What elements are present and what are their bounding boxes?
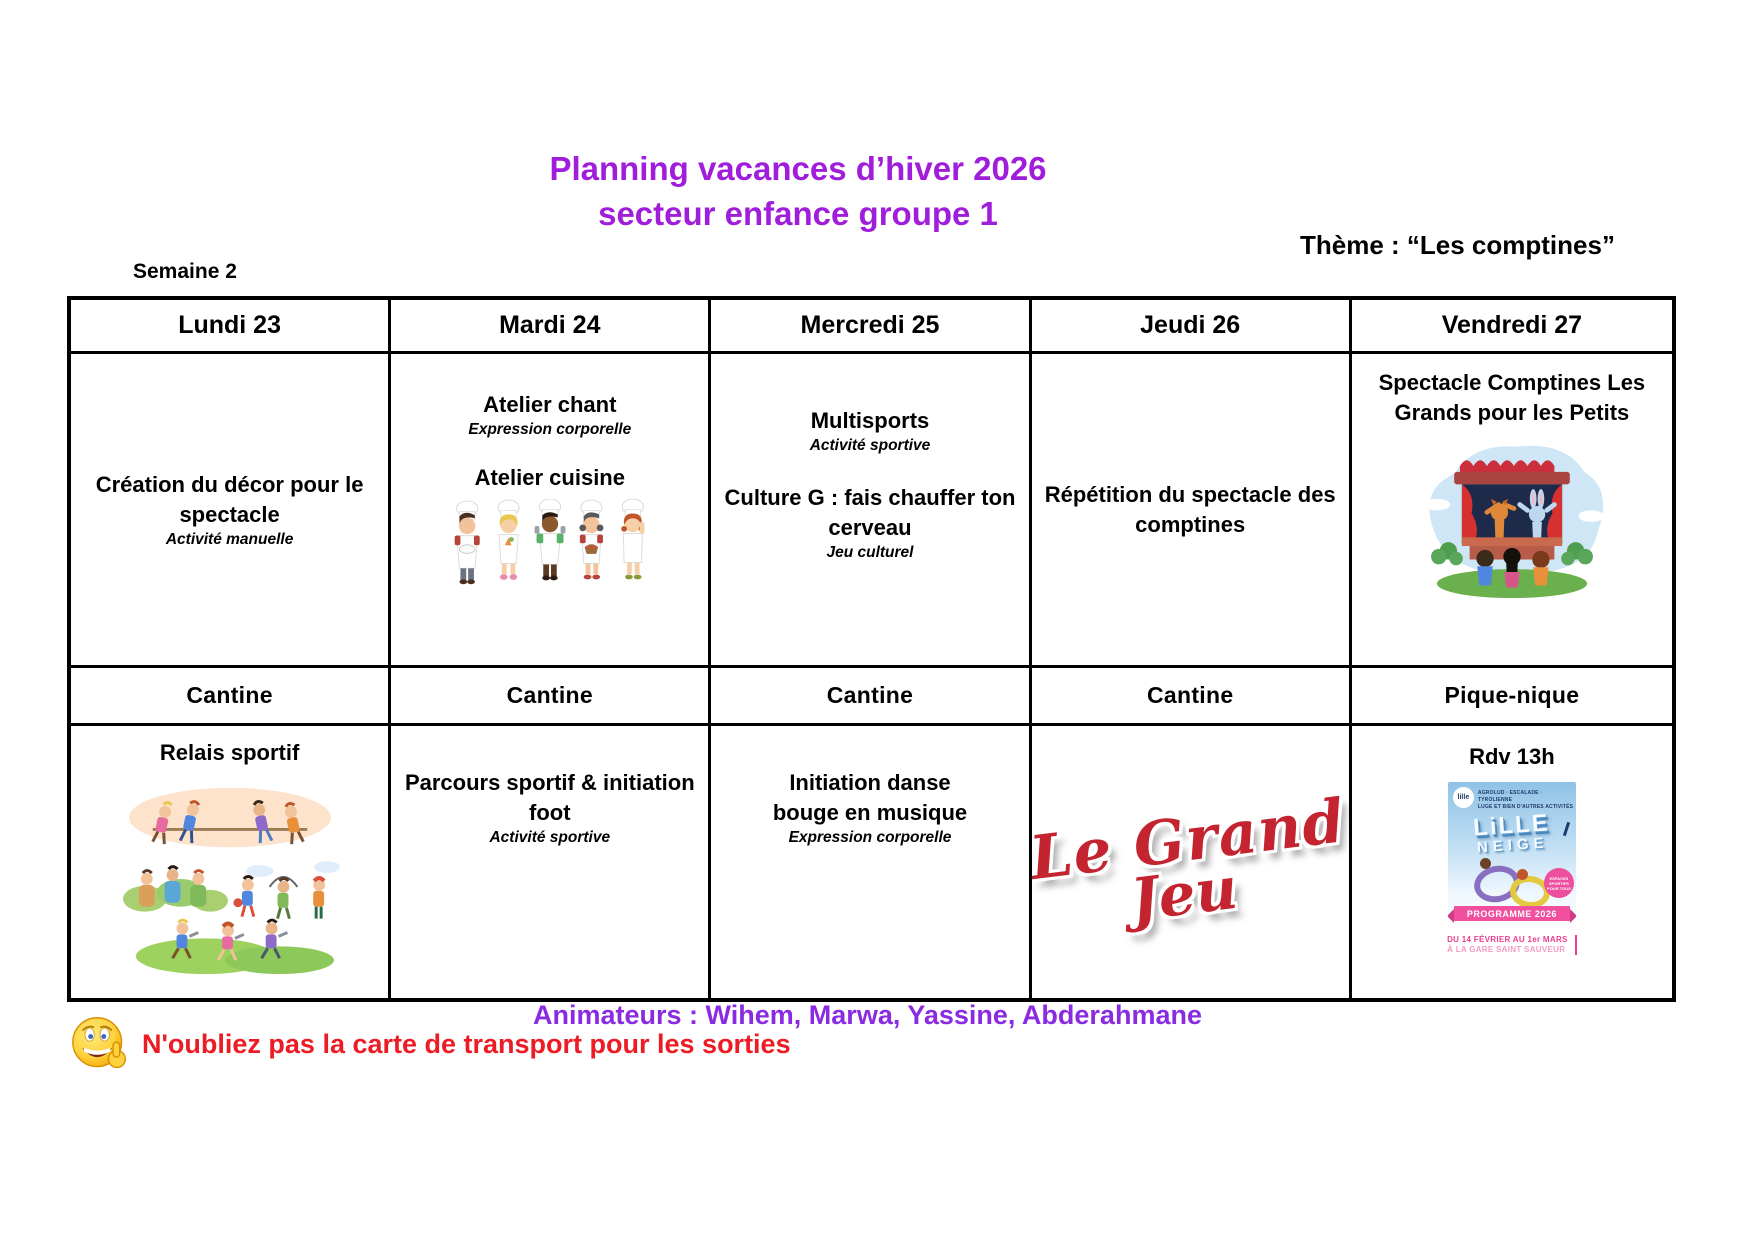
- theme-label: Thème : “Les comptines”: [1300, 230, 1615, 260]
- kids-games-illustration: [122, 787, 340, 975]
- cell-tuesday-morning: Atelier chant Expression corporelle Atel…: [391, 354, 712, 668]
- cell-monday-morning: Création du décor pour le spectacle Acti…: [71, 354, 392, 668]
- page-title: Planning vacances d’hiver 2026 secteur e…: [98, 146, 1498, 236]
- activity-tag: Activité sportive: [809, 437, 931, 454]
- le-grand-jeu-logo: Le Grand Jeu: [1032, 786, 1349, 934]
- tubing-kid-1: [1479, 858, 1491, 869]
- animators-line: Animateurs : Wihem, Marwa, Yassine, Abde…: [533, 1000, 1202, 1030]
- poster-dates: DU 14 FÉVRIER AU 1er MARS À LA GARE SAIN…: [1447, 935, 1577, 955]
- page-title-line2: secteur enfance groupe 1: [598, 195, 998, 232]
- activity-title: bouge en musique: [772, 799, 968, 825]
- activity-title: Spectacle Comptines Les: [1378, 370, 1646, 395]
- transport-reminder: N'oubliez pas la carte de transport pour…: [70, 1014, 791, 1074]
- poster-tagline-2: LUGE ET BIEN D'AUTRES ACTIVITÉS: [1477, 804, 1574, 810]
- activity-title: Grands pour les Petits: [1394, 400, 1630, 425]
- tubing-kid-2: [1516, 869, 1528, 880]
- cell-wednesday-afternoon: Initiation danse bouge en musique Expres…: [711, 726, 1032, 998]
- activity-title: Relais sportif: [159, 740, 300, 765]
- smiley-thumbs-up-icon: [72, 1017, 127, 1069]
- cell-thursday-morning: Répétition du spectacle des comptines: [1031, 354, 1352, 668]
- activity-title: Multisports: [810, 408, 930, 433]
- poster-badge-line2: SPORTIFS: [1548, 880, 1569, 886]
- poster-badge-line3: POUR TOUS: [1547, 885, 1571, 891]
- activity-tag: Activité sportive: [489, 828, 611, 846]
- cell-thursday-afternoon: Le Grand Jeu: [1031, 726, 1352, 998]
- cell-wednesday-morning: Multisports Activité sportive Culture G …: [711, 354, 1032, 668]
- lunch-friday: Pique-nique: [1351, 668, 1672, 726]
- schedule-table: Lundi 23 Mardi 24 Mercredi 25 Jeudi 26 V…: [67, 296, 1676, 1002]
- activity-title: Culture G : fais chauffer ton: [724, 485, 1016, 510]
- header-thursday: Jeudi 26: [1031, 300, 1352, 354]
- activity-title: Répétition du spectacle des: [1044, 481, 1336, 507]
- poster-badge-line1: ESPACES: [1549, 875, 1569, 881]
- kid-chefs-illustration: [454, 499, 645, 585]
- activity-title: comptines: [1135, 511, 1246, 537]
- header-tuesday: Mardi 24: [391, 300, 712, 354]
- poster-badge: ESPACES SPORTIFS POUR TOUS: [1543, 868, 1574, 898]
- page-title-line1: Planning vacances d’hiver 2026: [549, 150, 1047, 187]
- week-label: Semaine 2: [133, 260, 237, 283]
- header-monday: Lundi 23: [71, 300, 392, 354]
- poster-taglines: AGROLUD · ESCALADE · TYROLIENNE LUGE ET …: [1478, 790, 1576, 811]
- activity-title: Initiation danse: [789, 769, 951, 795]
- activity-title: Atelier chant: [483, 392, 617, 417]
- header-friday: Vendredi 27: [1351, 300, 1672, 354]
- cell-friday-morning: Spectacle Comptines Les Grands pour les …: [1351, 354, 1672, 668]
- lille-logo: lille: [1452, 787, 1474, 808]
- poster-title: LiLLE NEIGE: [1448, 809, 1576, 859]
- activity-title: cerveau: [828, 515, 912, 540]
- activity-title: Rdv 13h: [1469, 744, 1555, 769]
- activity-tag: Activité manuelle: [165, 531, 294, 548]
- activity-title: Parcours sportif & initiation: [404, 769, 695, 795]
- cell-monday-afternoon: Relais sportif: [71, 726, 392, 998]
- lunch-thursday: Cantine: [1031, 668, 1352, 726]
- puppet-show-illustration: [1423, 445, 1604, 599]
- lunch-tuesday: Cantine: [391, 668, 712, 726]
- lille-neige-poster: lille AGROLUD · ESCALADE · TYROLIENNE LU…: [1447, 782, 1576, 930]
- poster-ribbon: PROGRAMME 2026: [1447, 906, 1576, 923]
- cell-tuesday-afternoon: Parcours sportif & initiation foot Activ…: [391, 726, 712, 998]
- poster-tagline-1: AGROLUD · ESCALADE · TYROLIENNE: [1477, 790, 1543, 803]
- cell-friday-afternoon: Rdv 13h lille AGROLUD · ESCALADE · TYROL…: [1351, 726, 1672, 998]
- activity-title: Atelier cuisine: [474, 465, 625, 490]
- poster-venue-line: À LA GARE SAINT SAUVEUR: [1447, 945, 1566, 954]
- activity-title: Création du décor pour le: [95, 472, 364, 497]
- lunch-monday: Cantine: [71, 668, 392, 726]
- poster-date-line: DU 14 FÉVRIER AU 1er MARS: [1447, 935, 1568, 944]
- activity-tag: Expression corporelle: [788, 828, 952, 846]
- activity-tag: Expression corporelle: [468, 421, 632, 438]
- reminder-text: N'oubliez pas la carte de transport pour…: [142, 1028, 791, 1059]
- activity-tag: Jeu culturel: [826, 544, 914, 561]
- header-wednesday: Mercredi 25: [711, 300, 1032, 354]
- lunch-wednesday: Cantine: [711, 668, 1032, 726]
- activity-title: foot: [529, 799, 571, 825]
- activity-title: spectacle: [179, 502, 280, 527]
